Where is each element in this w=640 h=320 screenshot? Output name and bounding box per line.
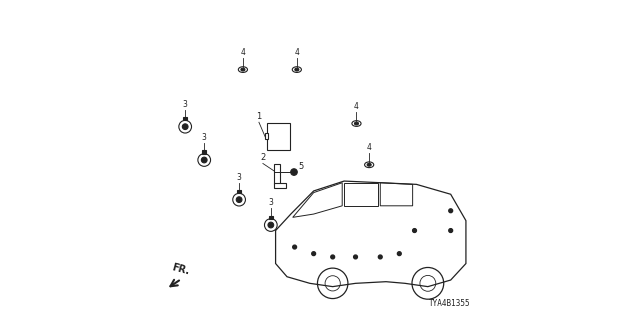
Circle shape (291, 169, 297, 175)
Ellipse shape (295, 68, 299, 71)
Circle shape (268, 222, 274, 228)
FancyBboxPatch shape (268, 123, 290, 150)
Text: 1: 1 (256, 112, 262, 121)
Text: 2: 2 (260, 153, 266, 162)
Circle shape (378, 255, 382, 259)
Text: 3: 3 (268, 198, 273, 207)
Ellipse shape (355, 122, 358, 125)
Text: 5: 5 (299, 162, 304, 171)
Text: 4: 4 (354, 102, 359, 111)
FancyBboxPatch shape (274, 183, 285, 188)
Circle shape (202, 157, 207, 163)
Circle shape (182, 124, 188, 130)
Text: 4: 4 (367, 143, 372, 152)
Circle shape (354, 255, 357, 259)
Circle shape (413, 229, 417, 232)
Text: 4: 4 (294, 48, 300, 57)
Text: TYA4B1355: TYA4B1355 (429, 300, 470, 308)
Ellipse shape (367, 163, 371, 166)
Circle shape (331, 255, 335, 259)
FancyBboxPatch shape (202, 150, 206, 154)
FancyBboxPatch shape (274, 164, 280, 184)
Ellipse shape (241, 68, 245, 71)
FancyBboxPatch shape (237, 190, 241, 193)
Text: 4: 4 (241, 48, 245, 57)
Text: FR.: FR. (170, 262, 190, 276)
Circle shape (449, 229, 452, 232)
Text: 3: 3 (237, 172, 241, 181)
Circle shape (397, 252, 401, 256)
Circle shape (312, 252, 316, 256)
Circle shape (449, 209, 452, 213)
Text: 3: 3 (202, 133, 207, 142)
Text: 3: 3 (183, 100, 188, 108)
Circle shape (236, 197, 242, 203)
FancyBboxPatch shape (269, 215, 273, 219)
FancyBboxPatch shape (183, 117, 187, 120)
Circle shape (292, 245, 296, 249)
FancyBboxPatch shape (265, 133, 268, 139)
